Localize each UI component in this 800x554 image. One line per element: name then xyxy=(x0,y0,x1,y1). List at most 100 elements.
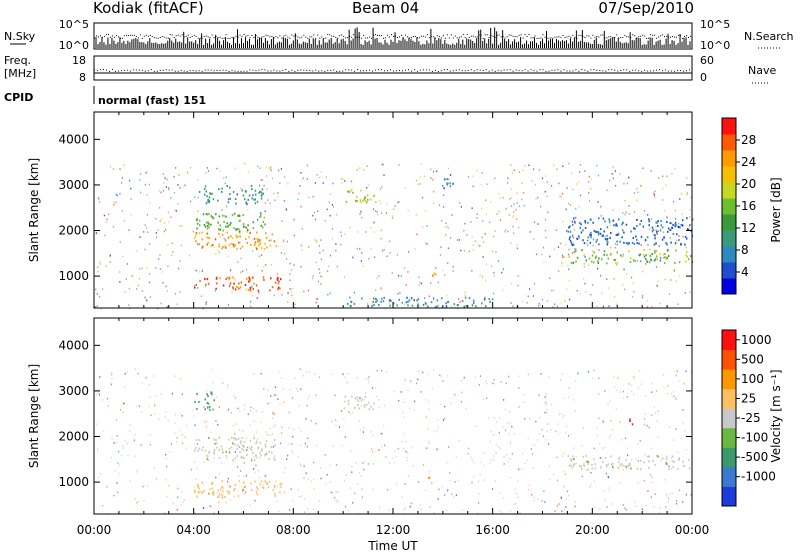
scatter-point xyxy=(564,300,566,302)
range-cell xyxy=(198,224,201,227)
scatter-point xyxy=(96,232,98,235)
scatter-point xyxy=(626,182,629,185)
scatter-point xyxy=(133,439,136,442)
range-cell xyxy=(229,193,231,196)
nsearch-dot xyxy=(245,35,247,37)
scatter-point xyxy=(685,246,687,249)
scatter-point xyxy=(607,475,609,478)
scatter-point xyxy=(130,198,132,200)
scatter-point xyxy=(435,448,438,451)
scatter-point xyxy=(303,290,305,293)
scatter-point xyxy=(113,203,115,206)
scatter-point xyxy=(269,401,271,404)
nsearch-dot xyxy=(650,34,652,36)
scatter-point xyxy=(141,411,143,413)
scatter-point xyxy=(456,239,458,241)
nave-dot xyxy=(291,69,293,71)
nsearch-dot xyxy=(424,36,426,38)
scatter-point xyxy=(138,278,140,280)
range-cell xyxy=(635,235,637,238)
nave-dot xyxy=(261,69,263,71)
scatter-point xyxy=(272,445,274,448)
scatter-point xyxy=(204,420,206,423)
scatter-point xyxy=(655,266,658,268)
scatter-point xyxy=(306,404,308,407)
scatter-point xyxy=(678,489,681,492)
scatter-point xyxy=(302,374,304,377)
nave-dot xyxy=(644,69,646,71)
scatter-point xyxy=(478,244,480,247)
beam-title: Beam 04 xyxy=(352,0,419,17)
scatter-point xyxy=(293,264,295,266)
scatter-point xyxy=(144,224,146,226)
range-cell xyxy=(206,243,208,246)
scatter-point xyxy=(376,211,378,213)
scatter-point xyxy=(479,245,481,247)
scatter-point xyxy=(412,464,414,467)
scatter-point xyxy=(206,420,208,423)
nave-dot xyxy=(246,70,248,72)
range-cell xyxy=(630,230,632,233)
scatter-point xyxy=(179,224,181,227)
scatter-point xyxy=(504,408,507,411)
scatter-point xyxy=(507,460,509,463)
scatter-point xyxy=(370,247,372,250)
scatter-point xyxy=(433,202,435,205)
range-cell xyxy=(262,220,265,223)
scatter-point xyxy=(134,368,137,371)
range-cell xyxy=(222,490,224,493)
scatter-point xyxy=(501,271,503,274)
nsearch-dot xyxy=(331,35,333,37)
nave-dot xyxy=(557,69,559,71)
nave-dot xyxy=(333,69,335,71)
velocity-panel-frame xyxy=(93,317,693,515)
scatter-point xyxy=(361,488,363,491)
range-cell xyxy=(253,237,256,240)
scatter-point xyxy=(515,492,517,495)
scatter-point xyxy=(166,178,168,181)
scatter-point xyxy=(286,458,288,460)
nave-dot xyxy=(584,69,586,71)
range-cell xyxy=(236,193,238,196)
scatter-point xyxy=(554,510,556,513)
range-cell xyxy=(571,466,574,469)
scatter-point xyxy=(138,405,141,408)
scatter-point xyxy=(542,435,545,438)
range-cell xyxy=(222,214,224,217)
scatter-point xyxy=(102,430,105,432)
nave-dot xyxy=(431,70,433,72)
scatter-point xyxy=(593,506,595,509)
scatter-point xyxy=(166,289,168,292)
scatter-point xyxy=(121,177,123,179)
nave-dot xyxy=(566,70,568,72)
nave-dot xyxy=(129,70,131,72)
nave-dot xyxy=(294,70,296,72)
nsearch-dot xyxy=(504,37,506,39)
scatter-point xyxy=(261,410,263,413)
scatter-point xyxy=(539,432,541,435)
scatter-point xyxy=(320,170,322,173)
nsearch-dot xyxy=(606,37,608,39)
range-cell xyxy=(260,212,262,215)
scatter-point xyxy=(606,241,608,244)
scatter-point xyxy=(314,373,316,376)
scatter-point xyxy=(340,243,342,246)
scatter-point xyxy=(433,369,435,371)
nsearch-dot xyxy=(257,36,259,38)
range-cell xyxy=(606,226,609,229)
scatter-point xyxy=(563,485,565,487)
scatter-point xyxy=(292,500,294,502)
scatter-point xyxy=(363,426,365,429)
range-cell xyxy=(348,190,350,193)
nsearch-dot xyxy=(646,37,648,39)
range-cell xyxy=(683,464,685,467)
range-cell xyxy=(608,218,610,221)
scatter-point xyxy=(575,248,577,250)
range-cell xyxy=(583,254,585,257)
scatter-point xyxy=(233,395,235,398)
nsearch-dot xyxy=(167,37,169,39)
range-cell xyxy=(636,467,639,470)
colorbar-tick-label: 24 xyxy=(741,155,756,169)
scatter-point xyxy=(600,205,602,208)
scatter-point xyxy=(444,405,446,408)
